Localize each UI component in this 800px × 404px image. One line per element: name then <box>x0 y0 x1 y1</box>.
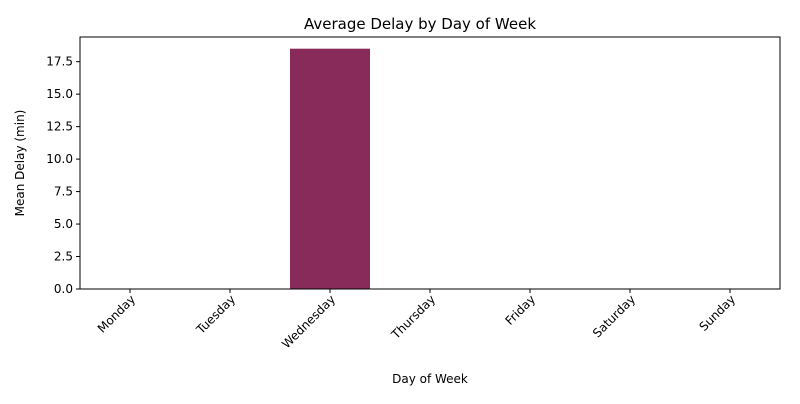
x-axis: Monday Tuesday Wednesday Thursday Friday Satu… <box>95 289 738 351</box>
x-tick-label: Tuesday <box>193 292 238 337</box>
y-tick-label: 2.5 <box>54 250 73 264</box>
y-axis: 0.0 2.5 5.0 7.5 10.0 12.5 15.0 17.5 <box>46 55 80 296</box>
x-tick-label: Saturday <box>590 292 638 340</box>
y-axis-label: Mean Delay (min) <box>13 110 27 217</box>
y-tick-label: 12.5 <box>46 120 73 134</box>
y-tick-label: 10.0 <box>46 152 73 166</box>
x-tick-label: Wednesday <box>279 292 338 351</box>
y-tick-label: 0.0 <box>54 282 73 296</box>
y-tick-label: 5.0 <box>54 217 73 231</box>
chart-title: Average Delay by Day of Week <box>304 15 536 33</box>
y-tick-label: 7.5 <box>54 185 73 199</box>
x-tick-label: Friday <box>503 292 539 328</box>
x-tick-label: Monday <box>95 292 138 335</box>
bar-wednesday <box>290 48 370 289</box>
x-axis-label: Day of Week <box>392 372 468 386</box>
y-tick-label: 15.0 <box>46 87 73 101</box>
bars-layer <box>290 48 370 289</box>
x-tick-label: Sunday <box>696 292 738 334</box>
x-tick-label: Thursday <box>388 292 438 342</box>
y-tick-label: 17.5 <box>46 55 73 69</box>
plot-frame <box>79 36 781 290</box>
